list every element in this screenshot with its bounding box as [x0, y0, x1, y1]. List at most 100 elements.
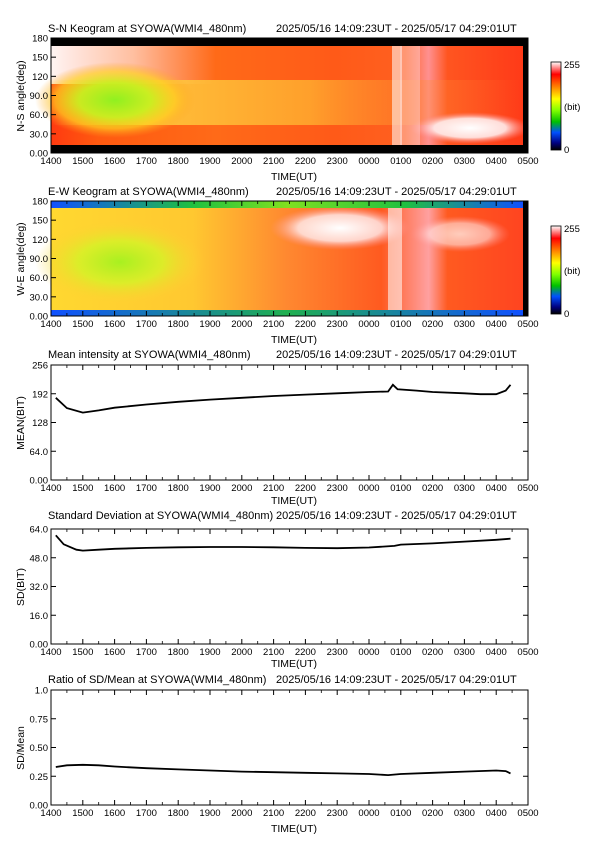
ratio-xtick-label: 0300 [454, 808, 475, 819]
sd-xtick-label: 2200 [295, 647, 316, 658]
ew-x-label: TIME(UT) [271, 334, 317, 346]
mean-xtick-label: 0000 [358, 483, 379, 494]
sd-y-axis: 0.00 16.0 32.0 48.0 64.0 [30, 525, 528, 651]
sn-xtick-label: 2000 [231, 156, 252, 167]
mean-plot-frame [50, 364, 529, 481]
sd-time-range: 2025/05/16 14:09:23UT - 2025/05/17 04:29… [276, 510, 517, 522]
mean-ytick-label: 64.0 [30, 447, 49, 458]
sn-keogram-image [35, 38, 530, 153]
mean-x-axis: 1400 1500 1600 1700 1800 1900 2000 2100 2200 2300… [40, 365, 539, 494]
sd-plot-frame [50, 528, 529, 645]
mean-xtick-label: 1800 [168, 483, 189, 494]
sn-xtick-label: 1800 [168, 156, 189, 167]
ew-xtick-label: 2200 [295, 319, 316, 330]
sn-title: S-N Keogram at SYOWA(WMI4_480nm) [48, 23, 246, 35]
sd-xtick-label: 2100 [263, 647, 284, 658]
ratio-x-axis: 1400 1500 1600 1700 1800 1900 2000 2100 2200 2300… [40, 690, 539, 819]
sn-time-range: 2025/05/16 14:09:23UT - 2025/05/17 04:29… [276, 23, 517, 35]
sd-series-line [55, 534, 511, 552]
ew-xtick-label: 1900 [199, 319, 220, 330]
sn-xtick-label: 2100 [263, 156, 284, 167]
ew-ytick-label: 120 [32, 235, 48, 246]
mean-xtick-label: 1700 [136, 483, 157, 494]
sd-title: Standard Deviation at SYOWA(WMI4_480nm) [48, 510, 273, 522]
sd-ytick-label: 0.00 [30, 640, 49, 651]
ew-colorbar-min: 0 [564, 309, 569, 320]
sn-ytick-label: 60.0 [30, 110, 49, 121]
mean-xtick-label: 2000 [231, 483, 252, 494]
sn-xtick-label: 1600 [104, 156, 125, 167]
mean-time-range: 2025/05/16 14:09:23UT - 2025/05/17 04:29… [276, 349, 517, 361]
sn-xtick-label: 1500 [72, 156, 93, 167]
sn-ytick-label: 0.00 [30, 149, 49, 160]
ew-y-label: W-E angle(deg) [15, 222, 27, 295]
ratio-ytick-label: 0.00 [30, 801, 49, 812]
ew-ytick-label: 60.0 [30, 273, 49, 284]
sn-y-axis: 0.00 30.0 60.0 90.0 120 150 180 [30, 34, 528, 160]
ew-xtick-label: 1500 [72, 319, 93, 330]
mean-ytick-label: 128 [32, 418, 48, 429]
ew-ytick-label: 180 [32, 197, 48, 208]
ew-colorbar-unit: (bit) [564, 266, 580, 277]
ratio-xtick-label: 1500 [72, 808, 93, 819]
sn-ytick-label: 120 [32, 72, 48, 83]
sd-xtick-label: 2300 [327, 647, 348, 658]
ew-xtick-label: 2100 [263, 319, 284, 330]
ratio-xtick-label: 0500 [517, 808, 538, 819]
mean-title: Mean intensity at SYOWA(WMI4_480nm) [48, 349, 251, 361]
sn-xtick-label: 0400 [486, 156, 507, 167]
mean-xtick-label: 0400 [486, 483, 507, 494]
sn-xtick-label: 0500 [517, 156, 538, 167]
sn-ytick-label: 90.0 [30, 91, 49, 102]
ew-xtick-label: 0500 [517, 319, 538, 330]
ew-xtick-label: 2000 [231, 319, 252, 330]
sd-xtick-label: 1600 [104, 647, 125, 658]
mean-xtick-label: 0200 [422, 483, 443, 494]
sd-y-label: SD(BIT) [15, 568, 27, 606]
sn-colorbar-unit: (bit) [564, 102, 580, 113]
ratio-xtick-label: 0200 [422, 808, 443, 819]
sd-xtick-label: 1900 [199, 647, 220, 658]
ratio-xtick-label: 1600 [104, 808, 125, 819]
sn-xtick-label: 1400 [40, 156, 61, 167]
sd-ytick-label: 32.0 [30, 582, 49, 593]
mean-ytick-label: 192 [32, 389, 48, 400]
mean-xtick-label: 1400 [40, 483, 61, 494]
ew-colorbar-max: 255 [564, 224, 580, 235]
ew-xtick-label: 0100 [390, 319, 411, 330]
ratio-xtick-label: 0400 [486, 808, 507, 819]
ew-ytick-label: 0.00 [30, 312, 49, 323]
mean-xtick-label: 0300 [454, 483, 475, 494]
mean-series-line [55, 383, 512, 414]
sd-ytick-label: 64.0 [30, 525, 49, 536]
ratio-y-label: SD/Mean [15, 726, 27, 770]
ratio-series-line [55, 763, 511, 777]
mean-y-label: MEAN(BIT) [15, 396, 27, 450]
ew-xtick-label: 1600 [104, 319, 125, 330]
sd-ytick-label: 48.0 [30, 553, 49, 564]
mean-xtick-label: 1600 [104, 483, 125, 494]
sn-xtick-label: 1900 [199, 156, 220, 167]
ratio-xtick-label: 2300 [327, 808, 348, 819]
ratio-ytick-label: 0.25 [30, 772, 49, 783]
sn-ytick-label: 30.0 [30, 129, 49, 140]
ratio-ytick-label: 0.50 [30, 743, 49, 754]
ratio-xtick-label: 2200 [295, 808, 316, 819]
ratio-xtick-label: 1800 [168, 808, 189, 819]
sn-xtick-label: 1700 [136, 156, 157, 167]
sd-xtick-label: 1700 [136, 647, 157, 658]
mean-xtick-label: 1500 [72, 483, 93, 494]
ratio-xtick-label: 0100 [390, 808, 411, 819]
ratio-xtick-label: 0000 [358, 808, 379, 819]
mean-ytick-label: 256 [32, 361, 48, 372]
sd-xtick-label: 1500 [72, 647, 93, 658]
mean-xtick-label: 0100 [390, 483, 411, 494]
sn-colorbar: 255 (bit) 0 [550, 60, 580, 156]
sn-ytick-label: 150 [32, 53, 48, 64]
ew-xtick-label: 0400 [486, 319, 507, 330]
sd-ytick-label: 16.0 [30, 611, 49, 622]
ew-xtick-label: 1700 [136, 319, 157, 330]
ew-x-axis: 1400 1500 1600 1700 1800 1900 2000 2100 2200 2300… [40, 201, 539, 330]
sd-xtick-label: 0500 [517, 647, 538, 658]
